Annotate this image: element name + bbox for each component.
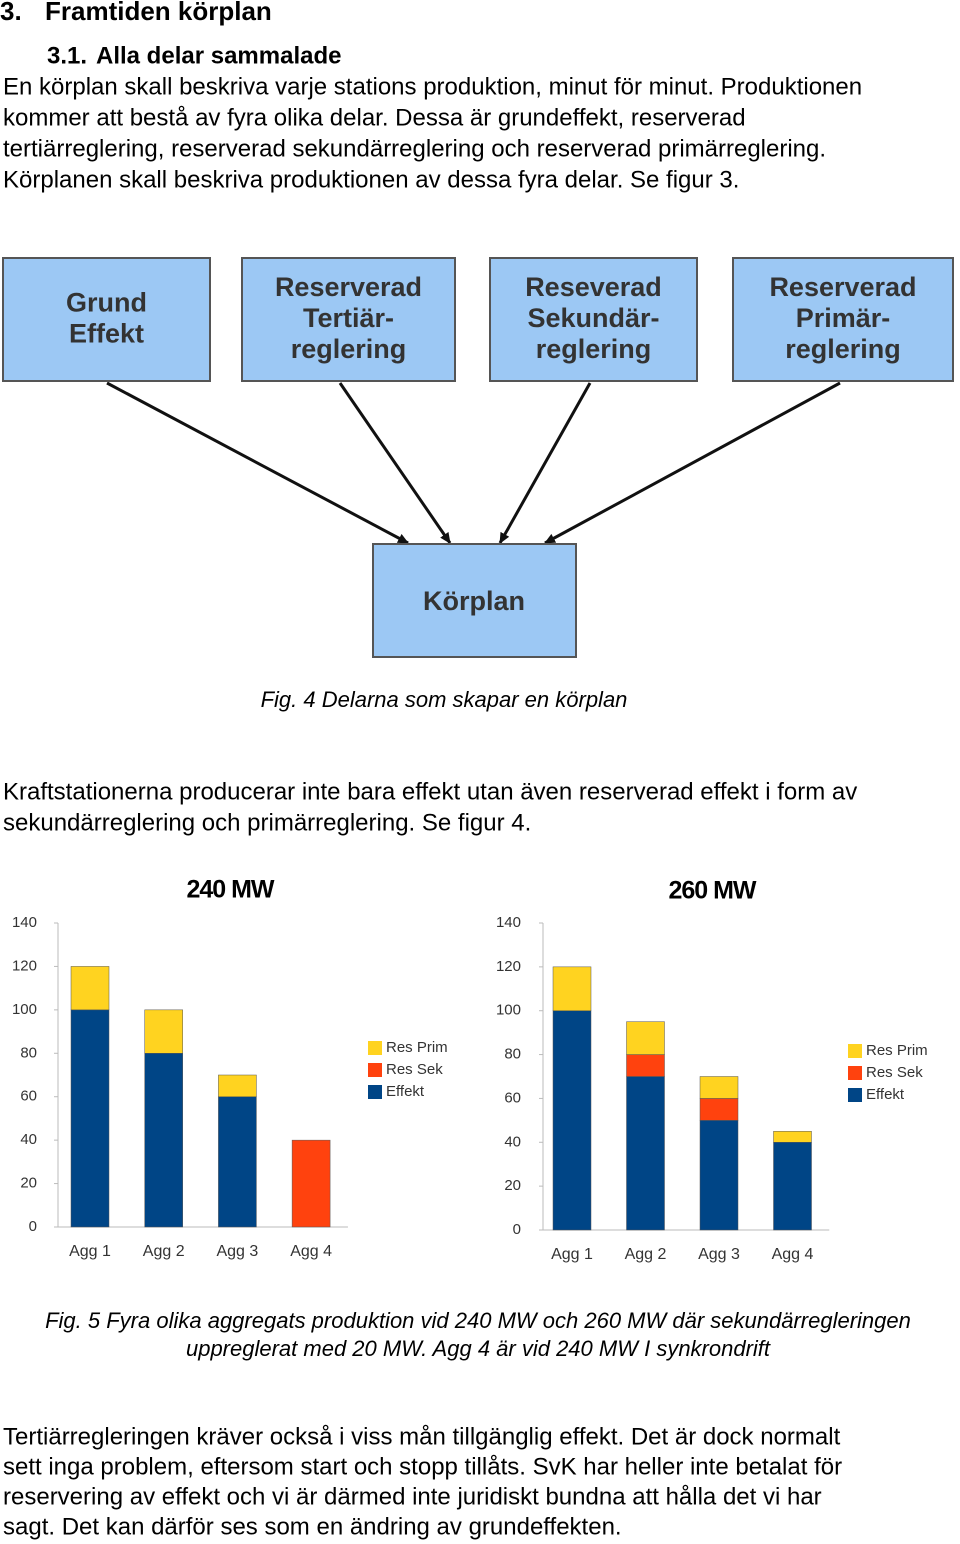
y-tick-label: 120 xyxy=(496,958,521,975)
legend-label: Res Prim xyxy=(386,1039,448,1056)
bar-segment xyxy=(218,1096,257,1228)
node-label: Tertiär- xyxy=(303,303,394,333)
x-tick-label: Agg 4 xyxy=(290,1243,332,1260)
node-label: Grund xyxy=(66,288,147,318)
bar-segment xyxy=(626,1054,665,1077)
node-label: Körplan xyxy=(423,586,525,616)
arrow xyxy=(498,382,592,544)
legend-swatch xyxy=(368,1063,382,1077)
bar-segment xyxy=(70,966,110,1011)
y-tick-label: 0 xyxy=(513,1221,521,1238)
paragraph-line: Körplanen skall beskriva produktionen av… xyxy=(3,166,739,193)
node-label: Sekundär- xyxy=(527,303,659,333)
y-tick-label: 120 xyxy=(12,957,37,974)
caption-line: Fig. 4 Delarna som skapar en körplan xyxy=(261,687,628,712)
bar-segment xyxy=(144,1053,183,1228)
bar-segment xyxy=(291,1139,331,1228)
x-tick-label: Agg 2 xyxy=(625,1246,667,1263)
legend-swatch xyxy=(848,1044,862,1058)
paragraph-line: tertiärreglering, reserverad sekundärreg… xyxy=(3,135,826,162)
x-tick-label: Agg 3 xyxy=(698,1246,740,1263)
bar-segment xyxy=(144,1009,183,1054)
bar-segment xyxy=(70,1009,110,1228)
x-tick-label: Agg 4 xyxy=(772,1246,814,1263)
node-label: Reserverad xyxy=(769,272,916,302)
bar-segment xyxy=(773,1142,812,1231)
bar-segment xyxy=(626,1021,665,1055)
diagram-node xyxy=(732,257,954,382)
y-tick-label: 80 xyxy=(504,1046,521,1063)
diagram-node xyxy=(489,257,698,382)
bar-segment xyxy=(218,1074,257,1097)
y-tick-label: 20 xyxy=(20,1175,37,1192)
node-label: Reserverad xyxy=(275,272,422,302)
diagram-arrows xyxy=(106,381,841,545)
y-tick-label: 100 xyxy=(496,1002,521,1019)
legend-label: Res Sek xyxy=(866,1064,923,1081)
y-tick-label: 80 xyxy=(20,1044,37,1061)
legend-label: Res Prim xyxy=(866,1042,928,1059)
y-tick-label: 20 xyxy=(504,1177,521,1194)
bar-segment xyxy=(699,1120,739,1231)
section-number: 3. xyxy=(0,0,22,26)
node-label: Effekt xyxy=(69,319,144,349)
node-label: reglering xyxy=(536,334,652,364)
bar-segment xyxy=(626,1076,665,1231)
y-tick-label: 140 xyxy=(496,914,521,931)
paragraph-line: reservering av effekt och vi är därmed i… xyxy=(3,1483,822,1510)
y-tick-label: 60 xyxy=(20,1088,37,1105)
subsection-title: Alla delar sammalade xyxy=(96,42,341,69)
paragraph-line: sett inga problem, eftersom start och st… xyxy=(3,1453,842,1480)
y-tick-label: 140 xyxy=(12,914,37,931)
y-tick-label: 100 xyxy=(12,1001,37,1018)
bar-segment xyxy=(552,966,592,1011)
node-label: reglering xyxy=(785,334,901,364)
section-title: Framtiden körplan xyxy=(45,0,272,26)
legend-swatch xyxy=(848,1066,862,1080)
arrow xyxy=(106,381,409,545)
legend-swatch xyxy=(368,1041,382,1055)
chart-title: 240 MW xyxy=(186,876,274,904)
bar-segment xyxy=(699,1076,739,1099)
paragraph-line: Tertiärregleringen kräver också i viss m… xyxy=(3,1423,841,1450)
arrow xyxy=(544,381,841,545)
x-tick-label: Agg 1 xyxy=(551,1246,593,1263)
legend-label: Effekt xyxy=(386,1083,425,1100)
diagram-node xyxy=(241,257,456,382)
legend-label: Res Sek xyxy=(386,1061,443,1078)
y-tick-label: 0 xyxy=(29,1218,37,1235)
y-tick-label: 60 xyxy=(504,1089,521,1106)
bar-segment xyxy=(773,1131,812,1143)
caption-line: uppreglerat med 20 MW. Agg 4 är vid 240 … xyxy=(186,1336,771,1361)
caption-line: Fig. 5 Fyra olika aggregats produktion v… xyxy=(45,1308,911,1333)
x-tick-label: Agg 2 xyxy=(143,1243,185,1260)
diagram-node xyxy=(2,257,211,382)
node-label: reglering xyxy=(291,334,407,364)
paragraph-line: En körplan skall beskriva varje stations… xyxy=(3,73,862,100)
legend-swatch xyxy=(368,1085,382,1099)
legend-swatch xyxy=(848,1088,862,1102)
paragraph-line: sagt. Det kan därför ses som en ändring … xyxy=(3,1513,622,1540)
legend-label: Effekt xyxy=(866,1086,905,1103)
bar-segment xyxy=(699,1098,739,1121)
x-tick-label: Agg 3 xyxy=(216,1243,258,1260)
node-label: Primär- xyxy=(796,303,891,333)
paragraph-line: Kraftstationerna producerar inte bara ef… xyxy=(3,778,857,805)
y-tick-label: 40 xyxy=(20,1131,37,1148)
paragraph-line: sekundärreglering och primärreglering. S… xyxy=(3,809,531,836)
chart-title: 260 MW xyxy=(668,877,756,905)
diagram-target xyxy=(372,543,577,658)
subsection-number: 3.1. xyxy=(47,42,87,69)
x-tick-label: Agg 1 xyxy=(69,1243,111,1260)
arrow xyxy=(338,382,452,544)
y-tick-label: 40 xyxy=(504,1133,521,1150)
bar-segment xyxy=(552,1010,592,1231)
paragraph-line: kommer att bestå av fyra olika delar. De… xyxy=(3,104,746,131)
node-label: Reseverad xyxy=(525,272,662,302)
